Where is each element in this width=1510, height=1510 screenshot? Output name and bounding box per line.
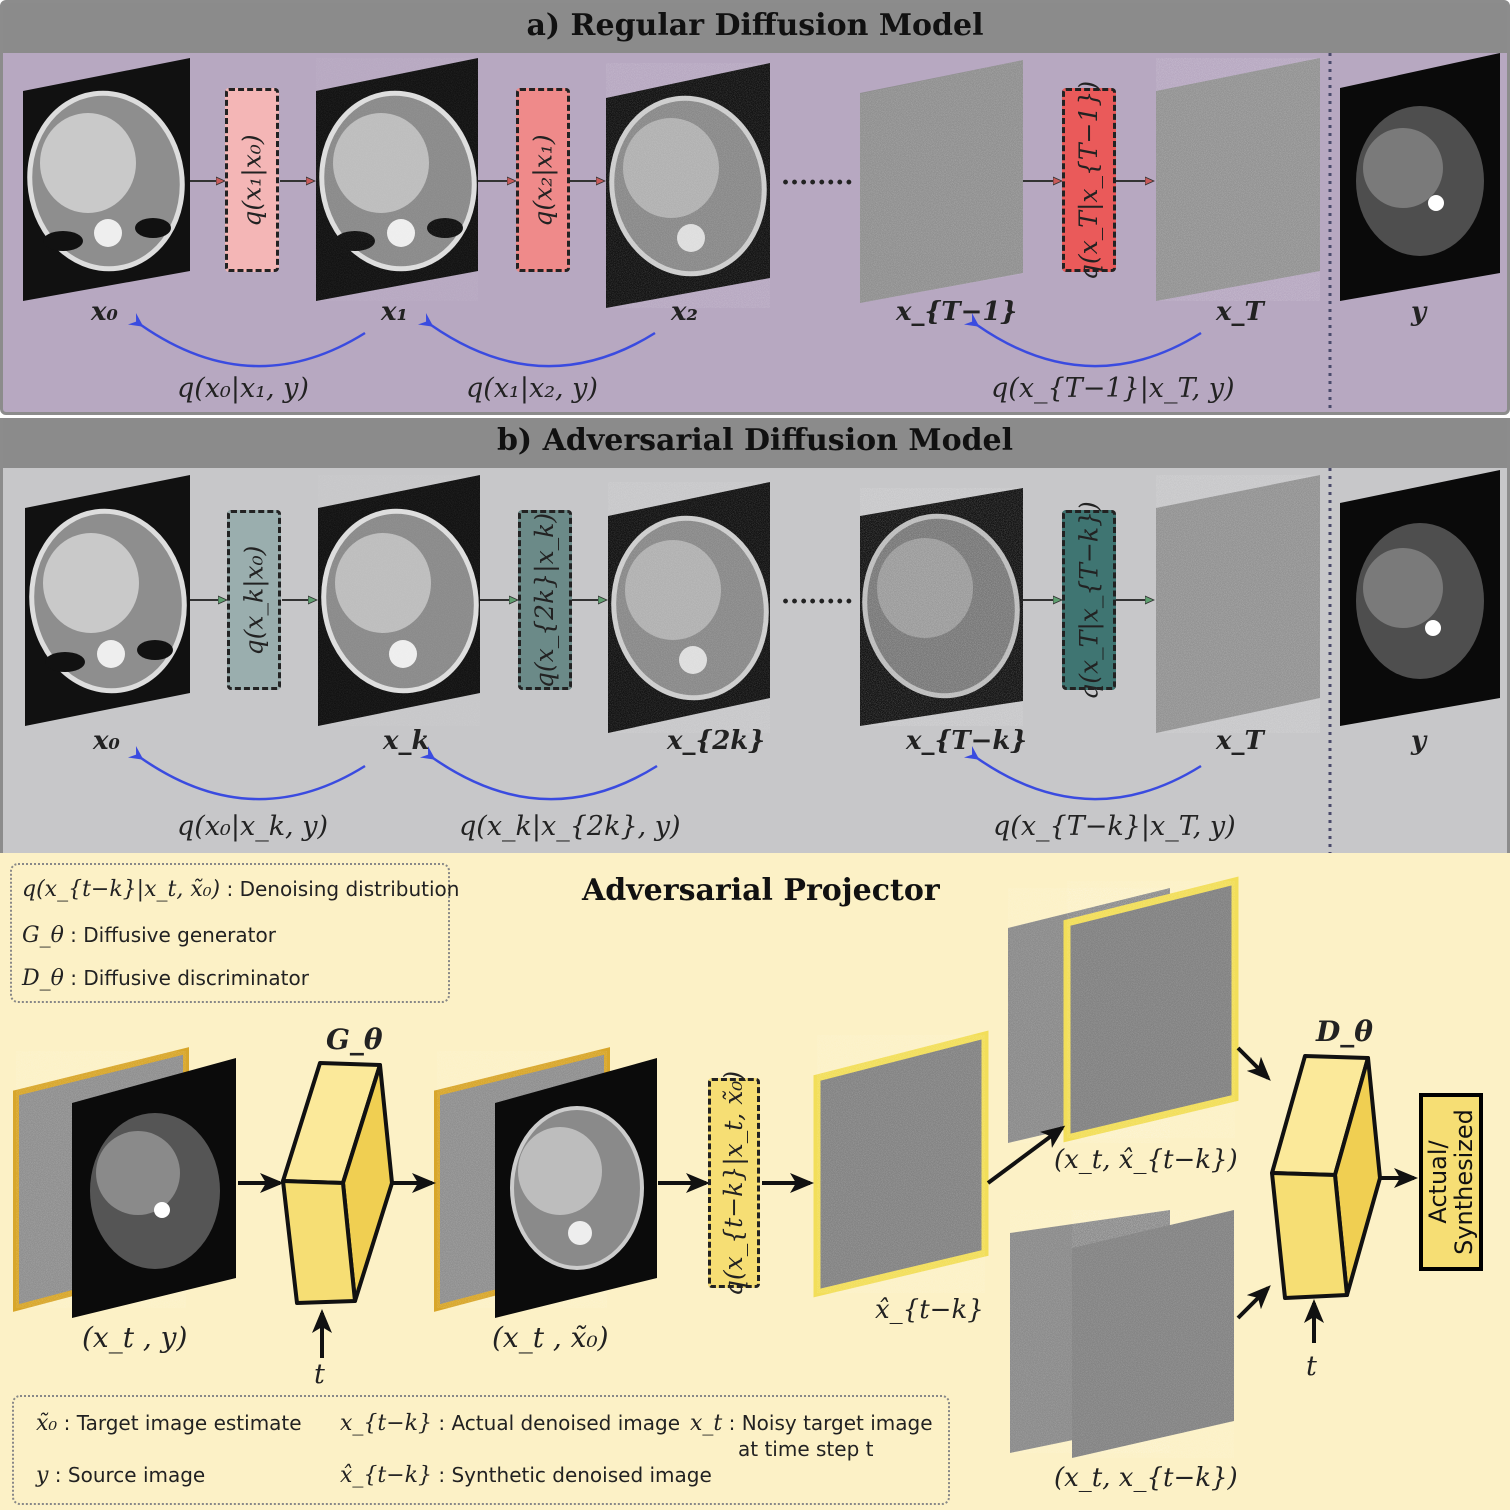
panel-c-graphics xyxy=(13,876,1418,1458)
generator-output-label: (x_t , x̃₀) xyxy=(492,1321,609,1354)
discriminator-label: D_θ xyxy=(1316,1015,1373,1048)
discriminator-block xyxy=(1270,1054,1382,1300)
node-label-a-x2: x₂ xyxy=(671,297,698,327)
panel-a-graphics xyxy=(23,53,1500,412)
node-label-b-y: y xyxy=(1411,726,1427,756)
node-label-a-y: y xyxy=(1411,297,1427,327)
reverse-label-a-3: q(x_{T−1}|x_T, y) xyxy=(991,373,1235,404)
fake-pair-stack xyxy=(1008,876,1239,1143)
real-pair-stack xyxy=(1010,1210,1234,1458)
input-label: (x_t , y) xyxy=(82,1321,188,1354)
time-label-discriminator: t xyxy=(1306,1351,1317,1382)
adversarial-projector-panel: Adversarial Projector q(x_{t−k}|x_t, x̃₀… xyxy=(0,853,1510,1510)
legend-source-image: y : Source image xyxy=(36,1463,206,1488)
mri-image-b-y xyxy=(1340,470,1500,726)
ct-slice-x2 xyxy=(606,63,770,308)
legend-denoising: q(x_{t−k}|x_t, x̃₀) : Denoising distribu… xyxy=(22,877,460,902)
real-pair-label: (x_t, x_{t−k}) xyxy=(1054,1463,1238,1493)
panel-b-title: b) Adversarial Diffusion Model xyxy=(3,418,1507,468)
legend-synthetic-denoised: x̂_{t−k} : Synthetic denoised image xyxy=(340,1463,712,1488)
fake-pair-label: (x_t, x̂_{t−k}) xyxy=(1054,1145,1238,1175)
reverse-label-b-3: q(x_{T−k}|x_T, y) xyxy=(993,811,1236,842)
generator-block xyxy=(281,1061,394,1305)
ct-slice-b-x2k xyxy=(608,482,770,733)
reverse-label-b-1: q(x₀|x_k, y) xyxy=(177,811,329,842)
forward-box-a-1: q(x₁|x₀) xyxy=(225,88,279,272)
forward-box-b-2: q(x_{2k}|x_k) xyxy=(518,510,572,690)
ct-slice-x0 xyxy=(23,58,190,301)
legend-bottom-box xyxy=(12,1395,950,1505)
ct-slice-b-xk xyxy=(318,475,480,726)
reverse-label-a-2: q(x₁|x₂, y) xyxy=(466,373,598,404)
noise-image-xT-1 xyxy=(860,60,1023,303)
reverse-label-a-1: q(x₀|x₁, y) xyxy=(177,373,309,404)
generator-output-stack xyxy=(434,1047,657,1318)
denoising-distribution-box: q(x_{t−k}|x_t, x̃₀) xyxy=(708,1070,760,1296)
estimate-image xyxy=(813,1030,989,1298)
legend-noisy-target-line2: at time step t xyxy=(738,1437,874,1461)
node-label-a-x0: x₀ xyxy=(91,297,118,327)
regular-diffusion-panel: a) Regular Diffusion Model xyxy=(0,0,1510,415)
forward-box-a-3: q(x_T|x_{T−1}) xyxy=(1062,80,1116,280)
legend-target-estimate: x̃₀ : Target image estimate xyxy=(36,1411,302,1436)
output-line-1: Actual/ xyxy=(1424,1140,1452,1224)
legend-noisy-target: x_t : Noisy target image xyxy=(690,1411,933,1436)
output-decision-box: Actual/ Synthesized xyxy=(1419,1093,1483,1271)
node-label-b-xT: x_T xyxy=(1216,726,1264,756)
node-label-a-xT: x_T xyxy=(1216,297,1264,327)
panel-a-title: a) Regular Diffusion Model xyxy=(3,3,1507,53)
input-stack xyxy=(13,1047,236,1318)
mri-image-y xyxy=(1340,53,1500,301)
ellipsis-a: ........ xyxy=(781,161,854,191)
node-label-a-x1: x₁ xyxy=(381,297,408,327)
time-label-generator: t xyxy=(314,1359,325,1390)
legend-generator: G_θ : Diffusive generator xyxy=(22,923,276,948)
node-label-a-xT-1: x_{T−1} xyxy=(896,297,1018,327)
ct-slice-b-x0 xyxy=(25,475,190,726)
reverse-label-b-2: q(x_k|x_{2k}, y) xyxy=(459,811,681,842)
noise-image-b-xT xyxy=(1156,475,1320,733)
panel-b-graphics xyxy=(25,468,1500,853)
legend-actual-denoised: x_{t−k} : Actual denoised image xyxy=(340,1411,681,1436)
noise-image-xT xyxy=(1156,58,1320,301)
generator-label: G_θ xyxy=(326,1023,383,1056)
panel-c-title: Adversarial Projector xyxy=(582,873,940,908)
forward-box-b-3: q(x_T|x_{T−k}) xyxy=(1062,501,1116,699)
adversarial-diffusion-panel: b) Adversarial Diffusion Model xyxy=(0,418,1510,853)
forward-box-a-2: q(x₂|x₁) xyxy=(516,88,570,272)
legend-top-box xyxy=(10,863,450,1003)
output-line-2: Synthesized xyxy=(1450,1109,1478,1255)
ellipsis-b: ........ xyxy=(781,580,854,610)
estimate-label: x̂_{t−k} xyxy=(875,1295,984,1325)
forward-box-b-1: q(x_k|x₀) xyxy=(227,510,281,690)
node-label-b-x2k: x_{2k} xyxy=(667,726,766,756)
legend-discriminator: D_θ : Diffusive discriminator xyxy=(22,966,309,991)
ct-slice-b-xT-k xyxy=(860,488,1023,726)
ct-slice-x1 xyxy=(316,58,478,301)
node-label-b-x0: x₀ xyxy=(93,726,120,756)
node-label-b-xT-k: x_{T−k} xyxy=(906,726,1028,756)
node-label-b-xk: x_k xyxy=(383,726,430,756)
